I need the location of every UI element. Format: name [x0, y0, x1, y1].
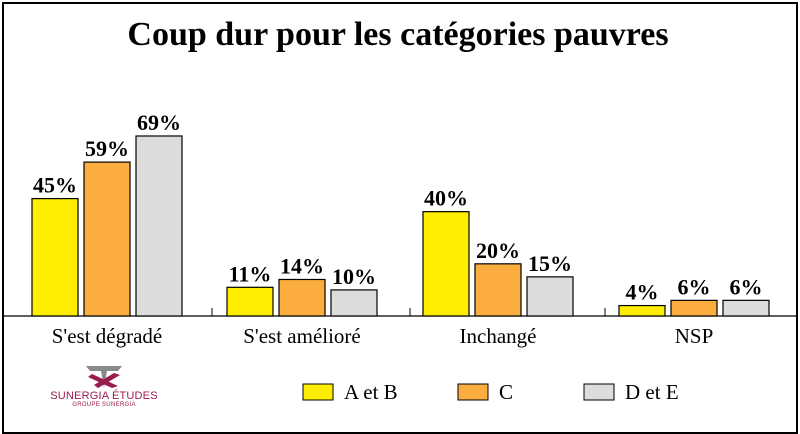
- bar-value-label: 40%: [424, 186, 468, 211]
- bar: [722, 299, 770, 317]
- bar-value-label: 20%: [476, 238, 520, 263]
- bar: [422, 211, 470, 317]
- legend-label: C: [499, 380, 513, 404]
- bar: [330, 289, 378, 317]
- chart-title: Coup dur pour les catégories pauvres: [127, 16, 669, 53]
- bar-value-label: 14%: [280, 253, 324, 278]
- bar-value-label: 69%: [137, 110, 181, 135]
- bar-value-label: 6%: [730, 274, 763, 299]
- legend-label: D et E: [625, 380, 679, 404]
- sunergia-logo-icon: [86, 366, 122, 388]
- x-tick-label: S'est dégradé: [52, 324, 163, 348]
- bar-value-label: 10%: [332, 264, 376, 289]
- logo-name: SUNERGIA ÉTUDES: [50, 390, 158, 402]
- bar: [474, 263, 522, 317]
- legend-swatch: [302, 383, 334, 401]
- bar: [83, 161, 131, 317]
- bar: [135, 135, 183, 317]
- legend-swatch: [583, 383, 615, 401]
- bar: [526, 276, 574, 317]
- legend-swatch: [457, 383, 489, 401]
- bar: [670, 299, 718, 317]
- bar-value-label: 15%: [528, 251, 572, 276]
- bar-value-label: 11%: [229, 261, 272, 286]
- x-tick-label: NSP: [675, 324, 714, 348]
- bar-value-label: 45%: [33, 173, 77, 198]
- x-tick-label: S'est amélioré: [243, 324, 361, 348]
- bar: [618, 304, 666, 317]
- legend-label: A et B: [344, 380, 398, 404]
- bar-value-label: 59%: [85, 136, 129, 161]
- bar: [31, 198, 79, 317]
- logo-subtitle: GROUPE SUNERGIA: [72, 402, 136, 408]
- bar-value-label: 6%: [678, 274, 711, 299]
- bar: [278, 278, 326, 317]
- bar: [226, 286, 274, 317]
- x-tick-label: Inchangé: [460, 324, 537, 348]
- sunergia-logo: SUNERGIA ÉTUDES GROUPE SUNERGIA: [44, 362, 164, 408]
- bar-value-label: 4%: [626, 280, 659, 305]
